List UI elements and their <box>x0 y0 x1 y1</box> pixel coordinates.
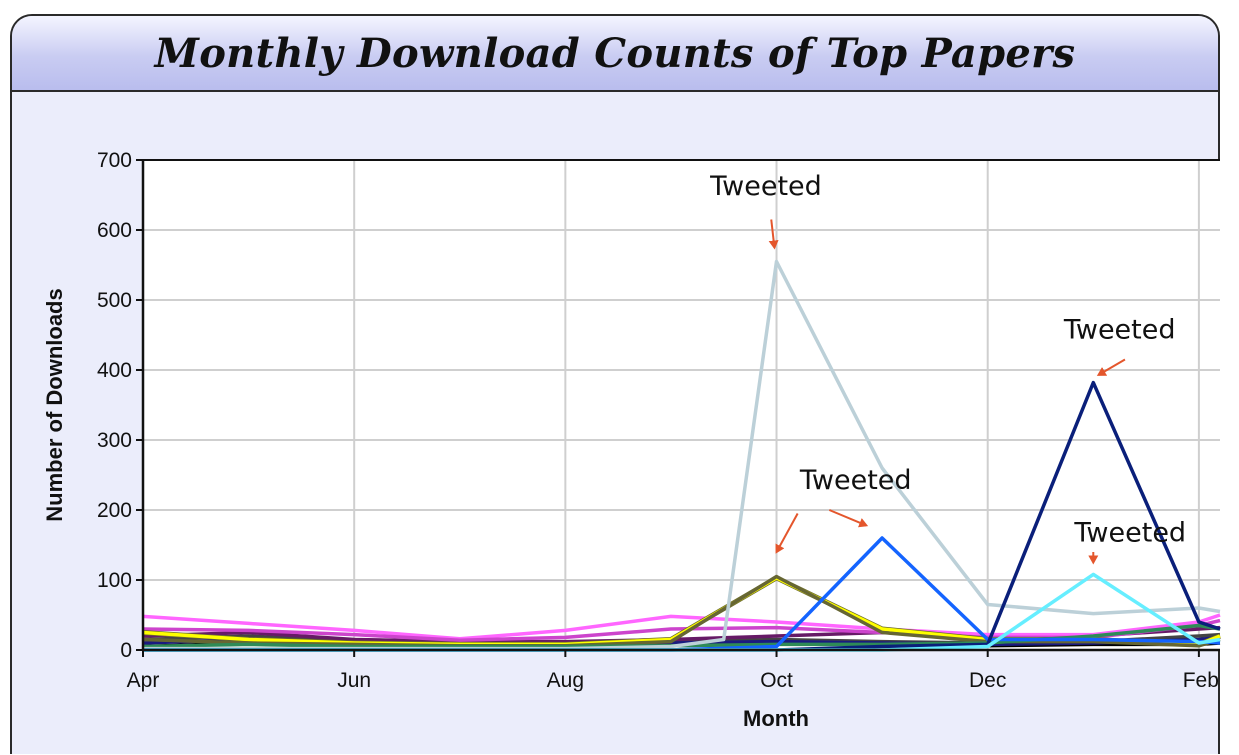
annotations: Tweeted Tweeted Tweeted Tweeted <box>709 171 1186 565</box>
series-line-7 <box>142 574 1221 648</box>
x-tick-label: Feb <box>1183 669 1219 692</box>
x-tick-label: Aug <box>547 669 584 692</box>
annotation-arrow <box>768 219 779 250</box>
annotation-label: Tweeted <box>709 171 822 202</box>
chart-title: Monthly Download Counts of Top Papers <box>154 29 1076 77</box>
y-tick-label: 200 <box>97 499 132 522</box>
y-tick-label: 700 <box>97 149 132 172</box>
annotation-label: Tweeted <box>1073 518 1186 549</box>
x-tick-label: Apr <box>127 669 160 692</box>
y-tick-label: 300 <box>97 429 132 452</box>
axes: 0 100 200 300 400 500 600 700 Apr Jun Aug Oct Dec Feb <box>97 149 1220 692</box>
x-tick-label: Dec <box>969 669 1006 692</box>
annotation-label: Tweeted <box>1063 315 1176 346</box>
y-tick-label: 400 <box>97 359 132 382</box>
annotation-label: Tweeted <box>799 465 912 496</box>
annotation-arrow <box>828 509 869 528</box>
y-tick-label: 500 <box>97 289 132 312</box>
annotation-arrow <box>775 513 799 554</box>
y-tick-label: 100 <box>97 569 132 592</box>
plot-area <box>143 160 1220 650</box>
title-bar: Monthly Download Counts of Top Papers <box>12 16 1218 92</box>
grid <box>142 159 1220 651</box>
y-tick-label: 0 <box>120 639 132 662</box>
x-tick-label: Oct <box>760 669 793 692</box>
x-axis-title: Month <box>743 706 809 731</box>
x-tick-label: Jun <box>337 669 371 692</box>
series-line-8 <box>142 623 1221 649</box>
y-tick-label: 600 <box>97 219 132 242</box>
y-axis-title: Number of Downloads <box>42 288 67 521</box>
annotation-arrow <box>1096 358 1126 376</box>
